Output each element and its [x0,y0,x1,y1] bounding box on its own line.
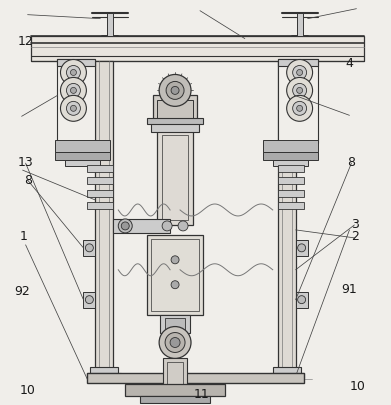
Text: 11: 11 [194,388,209,401]
Bar [30,36,364,60]
Circle shape [287,77,312,103]
Circle shape [166,81,184,99]
Circle shape [66,83,81,97]
Bar [278,190,304,197]
Bar [278,177,304,184]
Text: 10: 10 [349,379,365,392]
Text: 91: 91 [341,283,357,296]
Circle shape [170,337,180,347]
Bar [278,58,317,66]
Circle shape [162,221,172,231]
Bar [57,58,95,66]
Circle shape [85,296,93,304]
Bar [270,373,304,378]
Bar [56,152,110,160]
Bar [151,122,199,132]
Bar [30,36,364,60]
Text: 1: 1 [19,230,27,243]
Bar [83,292,95,308]
Text: 13: 13 [18,156,34,168]
Bar [147,235,203,315]
Bar [167,362,183,384]
Bar [278,58,317,143]
Text: 8: 8 [24,174,32,187]
Circle shape [85,244,93,252]
Text: 10: 10 [20,384,36,396]
Circle shape [297,87,303,94]
Circle shape [298,296,306,304]
Circle shape [159,326,191,358]
Circle shape [171,256,179,264]
Text: 2: 2 [351,230,359,243]
Bar [278,202,304,209]
Circle shape [66,101,81,115]
Text: 3: 3 [351,218,359,231]
Circle shape [70,70,76,75]
Bar [147,118,203,124]
Circle shape [66,66,81,79]
Bar [153,96,197,130]
Bar [87,190,113,197]
Circle shape [159,75,191,107]
Bar [263,140,317,152]
Bar [160,315,190,333]
Bar [296,240,308,256]
Circle shape [61,77,86,103]
Circle shape [70,105,76,111]
Circle shape [61,60,86,85]
Circle shape [292,66,307,79]
Bar [113,219,170,233]
Bar [297,13,303,36]
Circle shape [292,101,307,115]
Bar [278,60,296,369]
Circle shape [61,96,86,121]
Text: 92: 92 [14,285,30,298]
Bar [107,13,113,36]
Bar [125,384,225,396]
Bar [87,202,113,209]
Bar [56,140,110,152]
Bar [296,292,308,308]
Bar [87,177,113,184]
Text: 4: 4 [346,57,353,70]
Bar [83,240,95,256]
Bar [162,135,188,220]
Circle shape [165,333,185,352]
Circle shape [70,87,76,94]
Circle shape [297,105,303,111]
Bar [87,373,121,378]
Circle shape [287,60,312,85]
Circle shape [287,96,312,121]
Bar [157,100,193,125]
Bar [163,358,187,388]
Circle shape [298,244,306,252]
Bar [151,239,199,311]
Bar [273,367,301,375]
Bar [278,165,304,172]
Text: 12: 12 [18,34,34,47]
Circle shape [297,70,303,75]
Circle shape [118,219,132,233]
Bar [263,152,317,160]
Circle shape [171,86,179,94]
Bar [87,373,304,384]
Text: 8: 8 [347,156,355,168]
Bar [57,58,95,143]
Bar [273,160,308,166]
Bar [165,318,185,330]
Circle shape [178,221,188,231]
Bar [65,160,100,166]
Bar [87,165,113,172]
Circle shape [292,83,307,97]
Bar [157,130,193,225]
Circle shape [121,222,129,230]
Bar [90,367,118,375]
Circle shape [171,281,179,289]
Bar [140,396,210,403]
Bar [95,60,113,369]
